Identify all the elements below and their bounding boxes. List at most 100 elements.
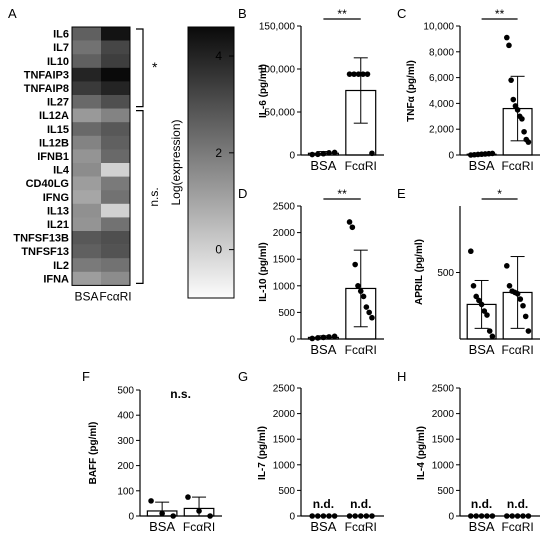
- y-tick-label: 0: [128, 512, 134, 523]
- data-point: [315, 151, 321, 158]
- gene-label: TNFSF13B: [13, 233, 69, 245]
- gene-label: IL10: [47, 56, 69, 68]
- data-point: [510, 96, 517, 103]
- y-tick-label: 2000: [273, 409, 296, 420]
- heatmap-cell: [72, 95, 101, 109]
- data-point: [484, 312, 490, 318]
- heatmap-cell: [101, 163, 130, 177]
- significance-label: **: [495, 7, 505, 21]
- heatmap-cell: [101, 95, 130, 109]
- significance-label: n.s.: [170, 387, 191, 401]
- data-point: [364, 71, 371, 77]
- data-point: [522, 313, 529, 320]
- y-tick-label: 10,000: [423, 22, 454, 33]
- heatmap-cell: [101, 27, 130, 41]
- data-point: [148, 498, 154, 504]
- gene-label: IFNA: [43, 273, 69, 285]
- significance-label: *: [497, 187, 502, 201]
- data-point: [476, 297, 482, 304]
- y-axis-label: IL-7 (pg/ml): [257, 426, 268, 480]
- y-tick-label: 8,000: [429, 47, 454, 58]
- panel-label: F: [82, 369, 90, 384]
- gene-label: IL21: [47, 219, 69, 231]
- data-point: [185, 494, 191, 500]
- heatmap-cell: [101, 217, 130, 232]
- y-tick-label: 500: [278, 486, 295, 497]
- y-tick-label: 400: [117, 411, 134, 422]
- gene-label: IL6: [53, 29, 69, 41]
- significance-label: **: [337, 187, 347, 201]
- category-label: BSA: [310, 158, 336, 173]
- y-axis-label: BAFF (pg/ml): [88, 422, 99, 485]
- heatmap-cell: [101, 81, 130, 96]
- gene-label: TNFAIP8: [24, 83, 69, 95]
- bar-chart-panel: D IL-10 (pg/ml) 0 500 1000 1500 2000 2500 BSA Fcα…: [238, 186, 384, 357]
- category-label: BSA: [469, 519, 495, 534]
- panel-label: E: [397, 186, 406, 201]
- y-tick-label: 1000: [432, 460, 455, 471]
- category-label: BSA: [469, 342, 495, 357]
- data-point: [525, 328, 532, 334]
- data-point: [514, 107, 521, 113]
- colorbar-label: Log(expression): [169, 119, 183, 205]
- gene-label: TNFSF13: [21, 246, 69, 258]
- heatmap-cell: [72, 122, 101, 137]
- panel-label: H: [397, 369, 406, 384]
- bar-annotation: n.d.: [507, 497, 528, 511]
- data-point: [504, 263, 510, 269]
- data-point: [355, 71, 362, 77]
- heatmap-column-label: FcαRI: [99, 289, 131, 303]
- heatmap-cell: [72, 27, 101, 41]
- heatmap-cell: [72, 231, 101, 245]
- category-label: FcαRI: [501, 520, 533, 534]
- panel-label-a: A: [8, 6, 17, 21]
- bar-annotation: n.d.: [471, 497, 492, 511]
- y-axis-label: IL-10 (pg/ml): [258, 242, 269, 301]
- bar-charts: B IL-6 (pg/ml) 0 50,000 100,000 150,000 BSA Fcα…: [82, 6, 540, 534]
- heatmap-panel: A IL6IL7IL10TNFAIP3TNFAIP8IL27IL12AIL15I…: [8, 6, 235, 303]
- heatmap-cell: [72, 217, 101, 232]
- gene-label: IL2: [53, 260, 69, 272]
- heatmap-cell: [101, 122, 130, 137]
- data-point: [514, 290, 521, 297]
- data-point: [473, 293, 480, 300]
- data-point: [521, 128, 527, 135]
- gene-label: IL7: [53, 42, 69, 54]
- bar-chart-panel: F BAFF (pg/ml) 0 100 200 300 400 500 BSA FcαRI n.s…: [82, 369, 222, 534]
- significance-label: n.s.: [147, 187, 161, 206]
- y-tick-label: 2500: [273, 202, 296, 213]
- data-point: [159, 510, 165, 517]
- bar-chart-panel: B IL-6 (pg/ml) 0 50,000 100,000 150,000 BSA Fcα…: [238, 6, 384, 173]
- data-point: [352, 261, 358, 268]
- y-tick-label: 0: [448, 151, 454, 162]
- data-point: [326, 150, 332, 156]
- heatmap-cell: [72, 135, 101, 150]
- gene-label: IFNB1: [37, 151, 69, 163]
- significance-bracket: [136, 110, 144, 284]
- heatmap-cell: [72, 54, 101, 69]
- gene-label: IL4: [53, 165, 70, 177]
- significance-label: **: [337, 7, 347, 21]
- data-point: [346, 71, 353, 77]
- y-tick-label: 0: [448, 512, 454, 523]
- gene-label: IFNG: [43, 192, 69, 204]
- heatmap-cell: [101, 203, 130, 218]
- y-tick-label: 500: [437, 268, 454, 279]
- panel-label: C: [397, 6, 406, 21]
- category-label: BSA: [149, 519, 175, 534]
- data-point: [486, 328, 493, 334]
- heatmap-cell: [101, 244, 130, 259]
- y-tick-label: 1500: [273, 255, 296, 266]
- bar-annotation: n.d.: [313, 497, 334, 511]
- category-label: FcαRI: [345, 343, 377, 357]
- panel-label: B: [238, 6, 247, 21]
- heatmap-cell: [72, 190, 101, 205]
- data-point: [326, 334, 332, 340]
- heatmap-cell: [72, 271, 101, 286]
- heatmap-cell: [101, 149, 130, 164]
- colorbar: [187, 26, 235, 299]
- bar-annotation: n.d.: [350, 497, 371, 511]
- data-point: [357, 288, 364, 294]
- y-tick-label: 100: [117, 486, 134, 497]
